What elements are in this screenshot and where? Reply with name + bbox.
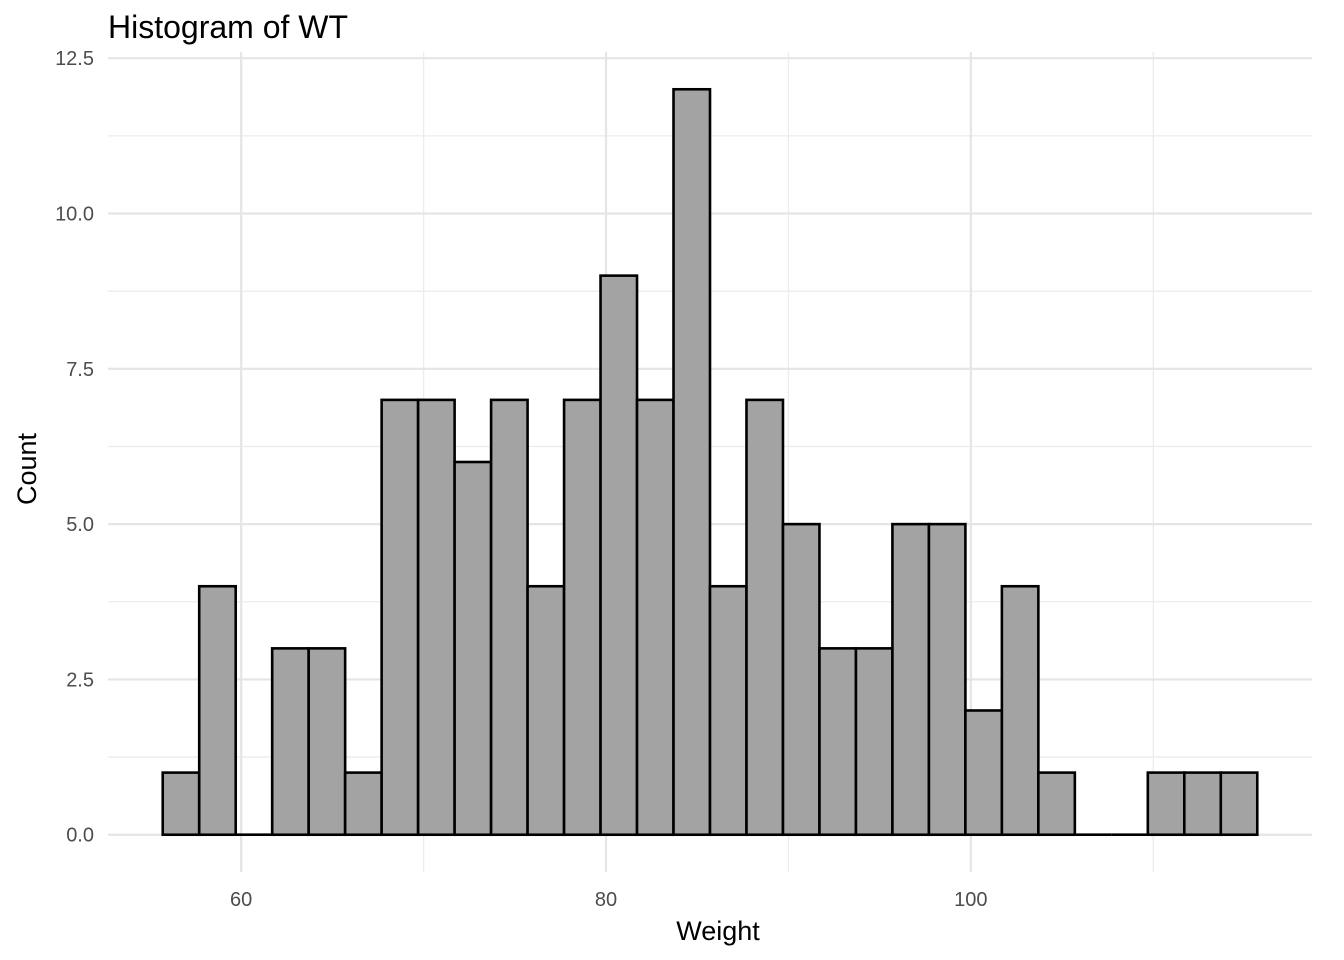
- histogram-bar: [526, 584, 566, 837]
- histogram-bar: [599, 274, 639, 837]
- x-tick-label: 60: [230, 889, 252, 911]
- histogram-bar: [818, 647, 858, 837]
- histogram-bar: [1146, 771, 1186, 837]
- histogram-bar: [854, 647, 894, 837]
- histogram-bar: [708, 584, 748, 837]
- y-tick-label: 2.5: [66, 669, 94, 691]
- histogram-bar: [635, 398, 675, 837]
- histogram-bars: [161, 87, 1259, 837]
- histogram-bar: [1183, 771, 1223, 837]
- y-tick-label: 10.0: [55, 204, 94, 226]
- x-tick-label: 80: [595, 889, 617, 911]
- histogram-bar: [270, 647, 310, 837]
- histogram-bar: [380, 398, 420, 837]
- histogram-bar: [927, 522, 967, 837]
- x-axis-title: Weight: [676, 916, 760, 946]
- histogram-bar: [672, 87, 712, 837]
- x-axis-ticks: 60 80 100: [230, 889, 988, 911]
- y-axis-title: Count: [12, 432, 42, 505]
- histogram-bar: [161, 771, 201, 837]
- histogram-bar: [343, 771, 383, 837]
- histogram-bar: [489, 398, 529, 837]
- y-tick-label: 12.5: [55, 48, 94, 70]
- chart-title: Histogram of WT: [108, 9, 348, 45]
- histogram-bar: [453, 460, 493, 837]
- histogram-bar: [964, 709, 1004, 837]
- histogram-bar: [1037, 771, 1077, 837]
- histogram-bar: [197, 584, 237, 837]
- histogram-bar: [891, 522, 931, 837]
- y-tick-label: 0.0: [66, 825, 94, 847]
- y-tick-label: 5.0: [66, 514, 94, 536]
- y-tick-label: 7.5: [66, 359, 94, 381]
- histogram-bar: [416, 398, 456, 837]
- y-axis-ticks: 0.0 2.5 5.0 7.5 10.0 12.5: [55, 48, 94, 847]
- histogram-bar: [745, 398, 785, 837]
- histogram-bar: [562, 398, 602, 837]
- histogram-bar: [781, 522, 821, 837]
- histogram-bar: [1000, 584, 1040, 837]
- histogram-bar: [307, 647, 347, 837]
- histogram-bar: [1219, 771, 1259, 837]
- x-tick-label: 100: [954, 889, 987, 911]
